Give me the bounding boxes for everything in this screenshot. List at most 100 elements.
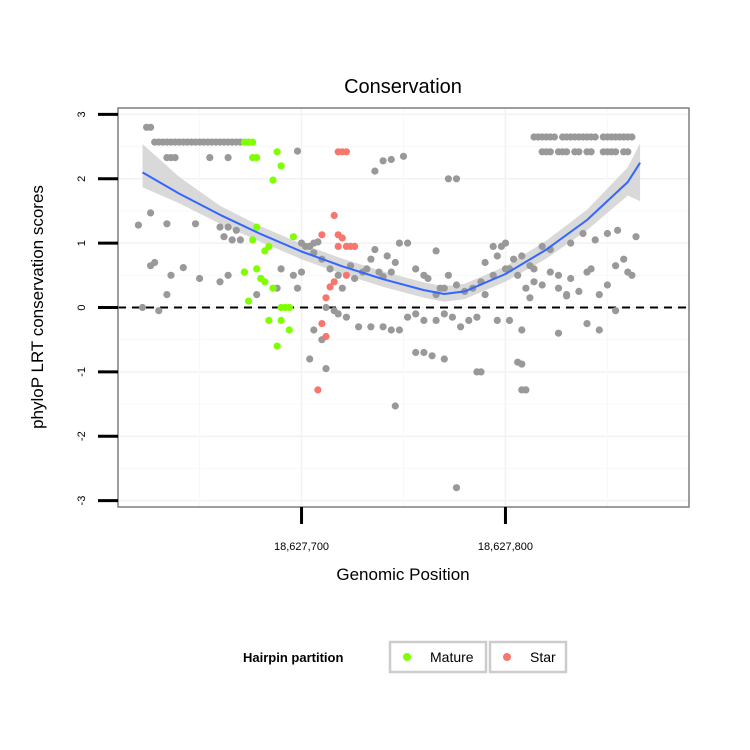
point-other <box>546 148 554 156</box>
point-mature <box>265 316 273 324</box>
point-other <box>326 265 334 273</box>
point-other <box>404 313 412 321</box>
point-other <box>473 313 481 321</box>
point-other <box>575 287 583 295</box>
point-other <box>379 157 387 165</box>
point-other <box>428 352 436 360</box>
point-star <box>338 234 346 242</box>
point-other <box>399 152 408 160</box>
point-star <box>351 242 359 250</box>
point-other <box>179 264 187 272</box>
point-other <box>614 226 622 234</box>
point-mature <box>273 342 281 350</box>
point-other <box>432 316 440 324</box>
point-star <box>326 283 334 291</box>
point-other <box>436 284 444 292</box>
point-other <box>457 323 465 331</box>
point-other <box>522 284 530 292</box>
y-tick-label: -2 <box>76 431 88 441</box>
y-axis-title: phyloP LRT conservation scores <box>28 185 47 429</box>
y-tick-label: 1 <box>76 240 88 246</box>
point-other <box>583 320 591 328</box>
point-star <box>342 148 350 156</box>
y-axis: -3 -2 -1 0 1 2 3 <box>76 111 118 505</box>
point-other <box>518 360 526 368</box>
legend-title: Hairpin partition <box>243 650 343 665</box>
point-other <box>452 175 461 183</box>
point-other <box>530 265 538 273</box>
point-other <box>595 326 603 334</box>
point-mature <box>253 154 261 162</box>
point-other <box>563 292 571 300</box>
point-other <box>367 255 375 263</box>
point-other <box>538 281 546 289</box>
legend-label-mature: Mature <box>430 649 474 665</box>
chart-title: Conservation <box>344 76 462 98</box>
point-other <box>563 148 571 156</box>
point-other <box>387 268 395 276</box>
point-other <box>330 307 338 315</box>
point-other <box>224 223 232 231</box>
point-other <box>473 368 481 376</box>
y-tick-label: -1 <box>76 367 88 377</box>
point-star <box>330 211 338 220</box>
point-other <box>440 310 448 318</box>
point-other <box>155 307 163 315</box>
point-other <box>232 226 240 234</box>
legend-key-star <box>503 653 511 661</box>
legend: Hairpin partition Mature Star <box>243 640 568 674</box>
point-other <box>550 133 559 141</box>
point-mature <box>253 223 261 231</box>
point-other <box>371 246 379 254</box>
x-axis-title: Genomic Position <box>336 565 469 584</box>
point-other <box>420 316 428 324</box>
point-other <box>310 326 318 334</box>
point-other <box>612 262 620 270</box>
point-other <box>567 239 575 247</box>
x-tick-label: 18,627,700 <box>274 541 329 553</box>
point-other <box>420 348 428 357</box>
point-other <box>554 271 563 279</box>
legend-key-star-box <box>488 640 568 674</box>
point-other <box>546 268 554 276</box>
y-tick-label: -3 <box>76 496 88 506</box>
point-other <box>612 307 620 315</box>
point-other <box>147 209 155 217</box>
point-other <box>191 220 200 228</box>
point-other <box>481 291 489 299</box>
point-other <box>603 281 612 289</box>
point-other <box>355 323 363 331</box>
point-other <box>440 355 448 363</box>
y-tick-label: 2 <box>76 176 88 182</box>
point-other <box>379 323 387 331</box>
point-mature <box>285 303 293 312</box>
point-other <box>624 268 632 276</box>
x-axis: 18,627,700 18,627,800 <box>274 507 533 553</box>
point-other <box>306 355 314 363</box>
point-mature <box>244 297 253 305</box>
point-mature <box>277 316 285 324</box>
point-other <box>314 238 322 246</box>
point-other <box>206 154 214 162</box>
point-other <box>538 242 546 250</box>
point-other <box>395 326 403 334</box>
point-other <box>567 274 575 283</box>
point-other <box>587 265 595 273</box>
point-mature <box>249 138 257 146</box>
point-star <box>314 386 322 394</box>
point-other <box>554 284 563 292</box>
point-mature <box>277 162 285 170</box>
point-other <box>334 271 342 279</box>
point-other <box>575 148 583 156</box>
point-other <box>493 252 501 260</box>
point-other <box>444 175 452 183</box>
point-other <box>147 262 155 270</box>
point-other <box>404 239 412 247</box>
point-other <box>595 291 603 299</box>
point-other <box>138 303 147 312</box>
point-other <box>554 329 563 337</box>
point-other <box>579 229 587 238</box>
point-other <box>587 148 595 156</box>
point-other <box>632 233 640 241</box>
point-mature <box>240 268 248 276</box>
